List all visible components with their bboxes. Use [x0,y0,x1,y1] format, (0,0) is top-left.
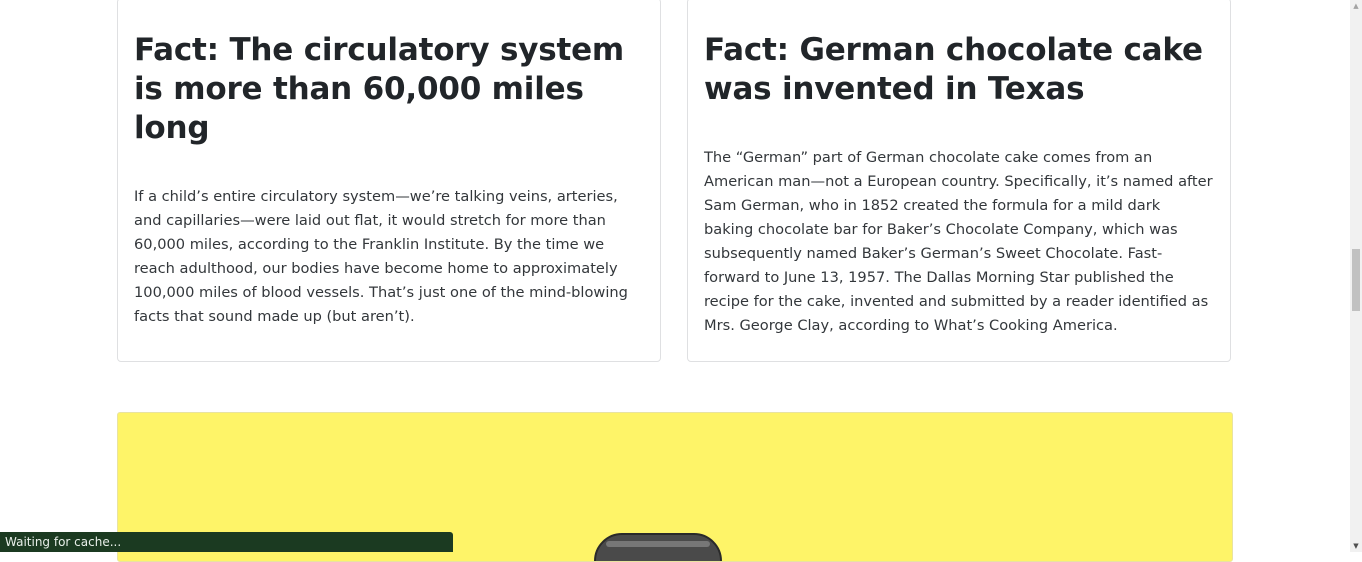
scroll-down-icon[interactable]: ▼ [1353,542,1359,550]
page-scrollbar[interactable]: ▲ ▼ [1350,0,1362,552]
fact-body: The “German” part of German chocolate ca… [704,149,1213,334]
fact-card-circulatory: Fact: The circulatory system is more tha… [117,0,661,362]
fact-title: Fact: The circulatory system is more tha… [134,32,625,146]
browser-status-bar: Waiting for cache... [0,532,453,552]
jar-lid-image [594,533,722,561]
fact-body: If a child’s entire circulatory system—w… [134,188,628,325]
fact-title: Fact: German chocolate cake was invented… [704,32,1203,107]
fact-card-german-chocolate: Fact: German chocolate cake was invented… [687,0,1231,362]
scroll-thumb[interactable] [1352,249,1360,311]
scroll-up-icon[interactable]: ▲ [1353,2,1359,10]
